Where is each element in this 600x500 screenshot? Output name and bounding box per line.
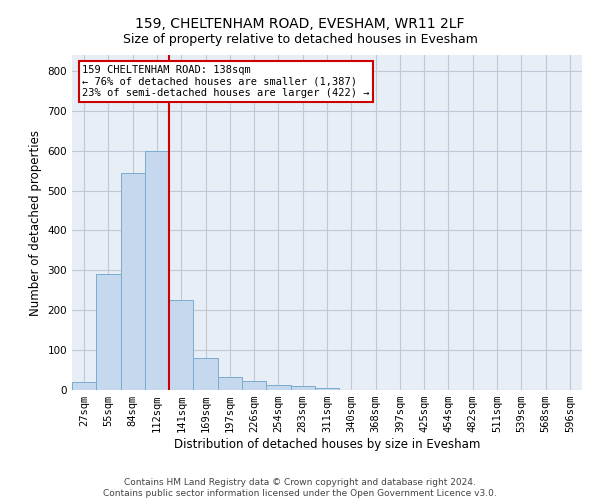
Bar: [290, 386, 315, 390]
Bar: [72, 382, 96, 390]
Text: Contains HM Land Registry data © Crown copyright and database right 2024.
Contai: Contains HM Land Registry data © Crown c…: [103, 478, 497, 498]
Text: 159 CHELTENHAM ROAD: 138sqm
← 76% of detached houses are smaller (1,387)
23% of : 159 CHELTENHAM ROAD: 138sqm ← 76% of det…: [82, 65, 370, 98]
Bar: [96, 274, 121, 390]
Bar: [266, 385, 290, 390]
Text: 159, CHELTENHAM ROAD, EVESHAM, WR11 2LF: 159, CHELTENHAM ROAD, EVESHAM, WR11 2LF: [135, 18, 465, 32]
Bar: [315, 388, 339, 390]
Bar: [218, 377, 242, 390]
Y-axis label: Number of detached properties: Number of detached properties: [29, 130, 42, 316]
Bar: [242, 381, 266, 390]
Bar: [121, 172, 145, 390]
Bar: [193, 358, 218, 390]
Bar: [169, 300, 193, 390]
Bar: [145, 150, 169, 390]
X-axis label: Distribution of detached houses by size in Evesham: Distribution of detached houses by size …: [174, 438, 480, 451]
Text: Size of property relative to detached houses in Evesham: Size of property relative to detached ho…: [122, 32, 478, 46]
